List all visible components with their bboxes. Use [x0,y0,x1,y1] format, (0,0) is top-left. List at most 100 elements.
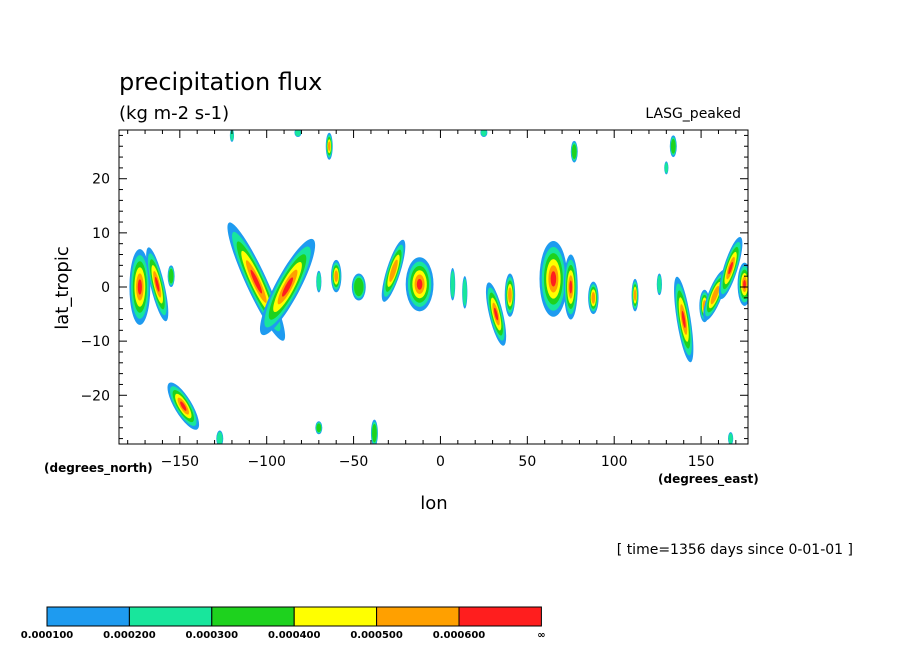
colorbar: 0.000100 0.000200 0.000300 0.000400 0.000500… [21,606,546,641]
x-axis-label: lon [420,493,447,514]
x-tick-label: −150 [161,454,199,470]
contour-level-3 [571,144,577,160]
contour-level-6 [743,279,746,289]
x-units-label: (degrees_east) [658,472,759,487]
precip-feature [539,240,568,317]
precip-feature [325,132,333,160]
contour-level-2 [462,278,467,307]
y-tick-label: −10 [80,334,110,350]
contour-level-6 [180,401,187,411]
colorbar-label: 0.000400 [268,630,321,641]
precip-feature [167,382,200,430]
y-tick-label: −20 [80,388,110,404]
contour-level-3 [670,138,676,154]
precip-feature [370,419,378,444]
contour-level-6 [282,277,294,297]
contour-level-6 [681,310,686,329]
y-tick-label: 10 [92,226,110,242]
chart-units: (kg m-2 s-1) [119,103,229,124]
x-tick-label: 50 [518,454,536,470]
precip-feature [405,257,434,312]
contour-level-2 [728,433,733,444]
precip-feature [674,276,694,363]
x-tick-label: −100 [247,454,285,470]
contour-layer [129,130,748,444]
contour-level-5 [508,287,512,303]
precip-feature [718,236,743,300]
precip-feature [294,130,302,138]
x-tick-label: 0 [436,454,445,470]
contour-level-6 [550,271,557,287]
precip-feature [728,432,734,444]
x-tick-label: 100 [601,454,628,470]
precip-feature [570,140,578,163]
contour-level-5 [633,289,637,301]
contour-level-5 [327,141,331,152]
contour-level-3 [372,423,377,443]
colorbar-label: 0.000200 [103,630,156,641]
contour-level-3 [316,423,322,433]
precip-feature [316,270,322,293]
precip-feature [330,259,342,293]
contour-level-6 [250,269,263,294]
contour-level-3 [354,277,364,297]
colorbar-swatch [46,606,130,627]
contour-level-2 [664,162,669,174]
x-tick-label: 150 [688,454,715,470]
contour-level-2 [230,130,234,141]
contour-level-5 [591,291,596,304]
contour-level-2 [216,431,223,444]
contour-level-5 [710,285,720,305]
contour-level-2 [316,272,322,291]
precip-feature [315,421,323,435]
precip-feature [450,268,456,301]
precip-feature [664,161,669,175]
precip-feature [737,262,748,306]
precip-feature [588,281,599,315]
plot-frame [118,129,749,445]
colorbar-label: ∞ [537,630,545,641]
precip-feature [656,273,662,296]
colorbar-label: 0.000600 [433,630,486,641]
contour-level-6 [137,279,142,295]
contour-level-2 [450,270,455,298]
colorbar-label: 0.000500 [350,630,403,641]
contour-level-3 [168,268,174,284]
y-axis-label: lat_tropic [52,246,73,330]
precip-feature [216,430,224,444]
contour-level-2 [480,130,487,137]
contour-level-6 [416,278,423,290]
contour-level-5 [389,259,398,282]
chart-title: precipitation flux [119,68,322,96]
precip-feature [669,135,677,158]
colorbar-swatch [128,606,213,627]
contour-level-2 [657,275,662,294]
colorbar-label: 0.000100 [21,630,74,641]
colorbar-swatch [211,606,295,627]
precip-feature [462,276,468,309]
precip-feature [563,254,578,320]
precip-feature [167,265,175,288]
time-label: [ time=1356 days since 0-01-01 ] [617,542,853,558]
contour-level-6 [155,276,160,292]
contour-level-6 [494,307,499,321]
precip-feature [485,282,507,346]
colorbar-swatch [293,606,378,627]
contour-level-5 [334,270,339,283]
precip-feature [351,273,366,301]
precip-feature [129,249,151,325]
precip-feature [480,130,488,138]
contour-level-2 [295,130,301,137]
precip-feature [229,130,235,142]
x-tick-label: −50 [339,454,369,470]
contour-level-6 [569,280,573,294]
y-tick-label: 20 [92,172,110,188]
precip-feature [631,278,639,312]
colorbar-swatch [458,606,542,627]
colorbar-label: 0.000300 [186,630,239,641]
y-units-label: (degrees_north) [44,461,153,476]
model-label: LASG_peaked [645,106,741,122]
colorbar-swatch [376,606,460,627]
